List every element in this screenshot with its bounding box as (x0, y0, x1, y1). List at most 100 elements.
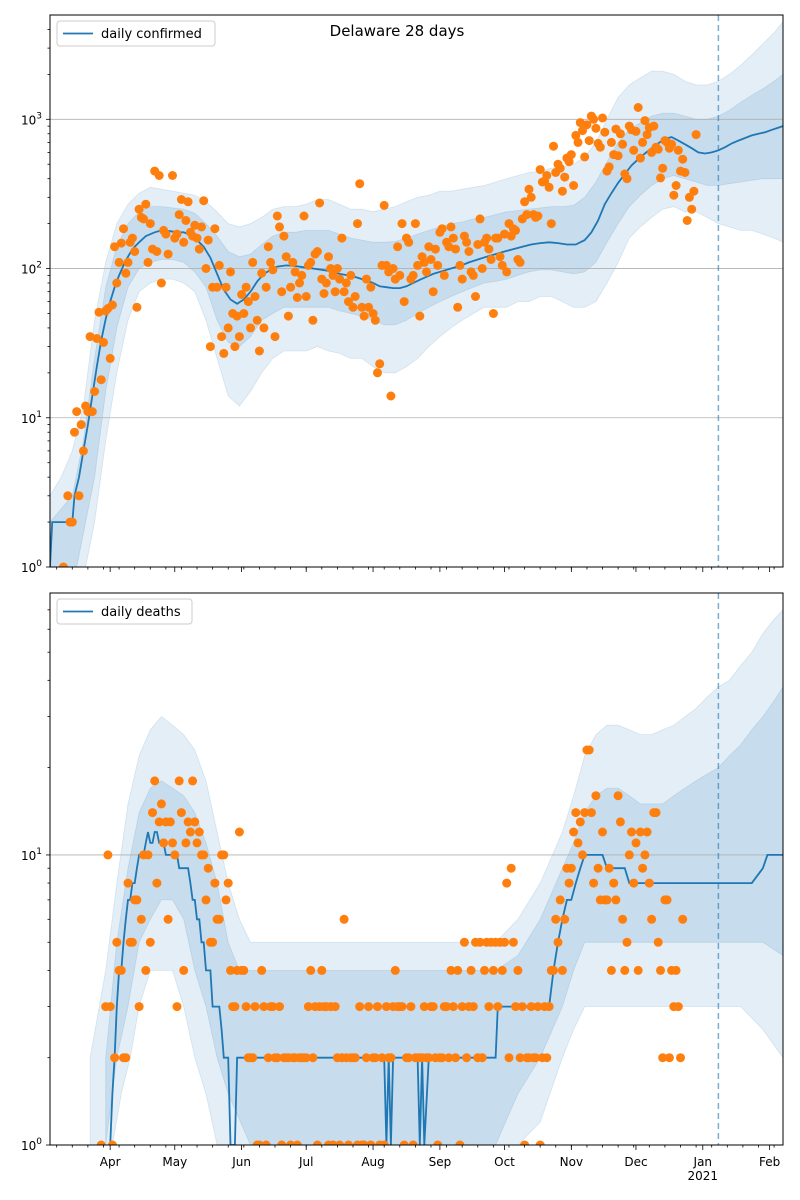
deaths-observed-point (154, 817, 164, 827)
deaths-observed-point (673, 1002, 683, 1012)
confirmed-observed-point (386, 391, 396, 401)
confirmed-observed-point (219, 348, 229, 358)
confirmed-observed-point (161, 229, 171, 239)
deaths-observed-point (549, 965, 558, 975)
x-tick-label: Sep (429, 1155, 452, 1169)
confirmed-observed-point (67, 517, 77, 527)
deaths-observed-point (618, 914, 628, 924)
x-tick-label: Apr (100, 1155, 121, 1169)
confirmed-median-path (50, 125, 783, 567)
confirmed-observed-point (99, 337, 108, 347)
deaths-observed-point (653, 937, 663, 947)
deaths-observed-point (515, 1053, 525, 1063)
deaths-observed-point (364, 1002, 374, 1012)
deaths-observed-point (578, 850, 587, 860)
confirmed-observed-point (598, 113, 607, 123)
confirmed-observed-point (591, 123, 601, 133)
deaths-observed-point (152, 878, 162, 888)
confirmed-observed-point (515, 257, 525, 267)
deaths-observed-point (174, 776, 184, 786)
deaths-observed-point (241, 1002, 251, 1012)
confirmed-observed-point (557, 186, 567, 196)
deaths-observed-point (462, 1053, 472, 1063)
confirmed-observed-point (308, 315, 318, 325)
deaths-observed-point (303, 1002, 313, 1012)
deaths-observed-point (163, 914, 173, 924)
deaths-observed-point (615, 817, 625, 827)
confirmed-uncertainty-bands (50, 21, 783, 567)
confirmed-observed-point (114, 257, 124, 267)
deaths-observed-point (208, 937, 218, 947)
deaths-observed-point (517, 1002, 527, 1012)
confirmed-x-ticks (56, 567, 775, 572)
deaths-observed-point (397, 1002, 407, 1012)
confirmed-observed-point (252, 315, 262, 325)
confirmed-observed-point (520, 197, 530, 207)
confirmed-observed-point (448, 233, 458, 243)
deaths-observed-point (261, 1140, 271, 1145)
confirmed-observed-point (241, 282, 251, 292)
confirmed-observed-point (486, 255, 496, 264)
deaths-observed-point (194, 827, 204, 837)
confirmed-observed-point (283, 311, 293, 321)
confirmed-observed-point (415, 311, 425, 321)
confirmed-observed-point (656, 173, 665, 183)
x-tick-label: Nov (560, 1155, 583, 1169)
deaths-observed-point (379, 1140, 389, 1145)
deaths-observed-point (312, 1140, 322, 1145)
deaths-observed-point (557, 965, 567, 975)
confirmed-observed-point (132, 302, 142, 312)
deaths-observed-point (221, 895, 231, 905)
deaths-observed-point (640, 850, 650, 860)
confirmed-observed-point (201, 264, 211, 273)
deaths-observed-point (633, 965, 643, 975)
x-tick-label: Jun (231, 1155, 251, 1169)
deaths-observed-point (624, 850, 634, 860)
deaths-observed-point (408, 1140, 418, 1145)
confirmed-observed-point (542, 171, 552, 180)
deaths-observed-point (230, 1002, 240, 1012)
deaths-observed-point (277, 1140, 287, 1145)
confirmed-observed-point (642, 130, 652, 140)
deaths-observed-point (188, 776, 198, 786)
confirmed-observed-point (464, 247, 474, 256)
deaths-observed-point (442, 1002, 452, 1012)
confirmed-observed-point (493, 233, 503, 243)
confirmed-observed-point (439, 270, 449, 280)
deaths-observed-point (419, 1002, 429, 1012)
confirmed-observed-point (678, 154, 688, 164)
confirmed-observed-point (526, 192, 536, 202)
deaths-observed-point (136, 914, 146, 924)
deaths-observed-point (141, 965, 151, 975)
confirmed-observed-point (426, 255, 436, 264)
confirmed-observed-point (475, 214, 485, 224)
deaths-observed-point (593, 863, 603, 873)
confirmed-observed-point (223, 323, 233, 333)
confirmed-observed-point (682, 216, 692, 225)
confirmed-observed-point (143, 257, 153, 267)
deaths-observed-point (286, 1140, 296, 1145)
confirmed-band-80-area (50, 73, 783, 567)
confirmed-observed-point (230, 342, 240, 352)
deaths-observed-point (165, 817, 175, 827)
deaths-observed-points (96, 745, 688, 1145)
confirmed-observed-point (502, 267, 512, 277)
deaths-observed-point (350, 1053, 360, 1063)
confirmed-observed-point (482, 233, 492, 243)
deaths-observed-point (635, 827, 645, 837)
confirmed-observed-point (295, 278, 304, 288)
deaths-observed-point (263, 1053, 273, 1063)
deaths-observed-point (584, 745, 594, 755)
confirmed-observed-point (689, 186, 699, 196)
deaths-observed-point (148, 808, 157, 818)
deaths-observed-point (181, 838, 191, 848)
confirmed-observed-point (370, 315, 380, 325)
deaths-observed-point (457, 1002, 467, 1012)
deaths-observed-point (199, 850, 209, 860)
confirmed-observed-points (58, 103, 701, 567)
deaths-observed-point (551, 914, 561, 924)
confirmed-legend-box (56, 20, 216, 47)
confirmed-observed-point (393, 242, 403, 252)
